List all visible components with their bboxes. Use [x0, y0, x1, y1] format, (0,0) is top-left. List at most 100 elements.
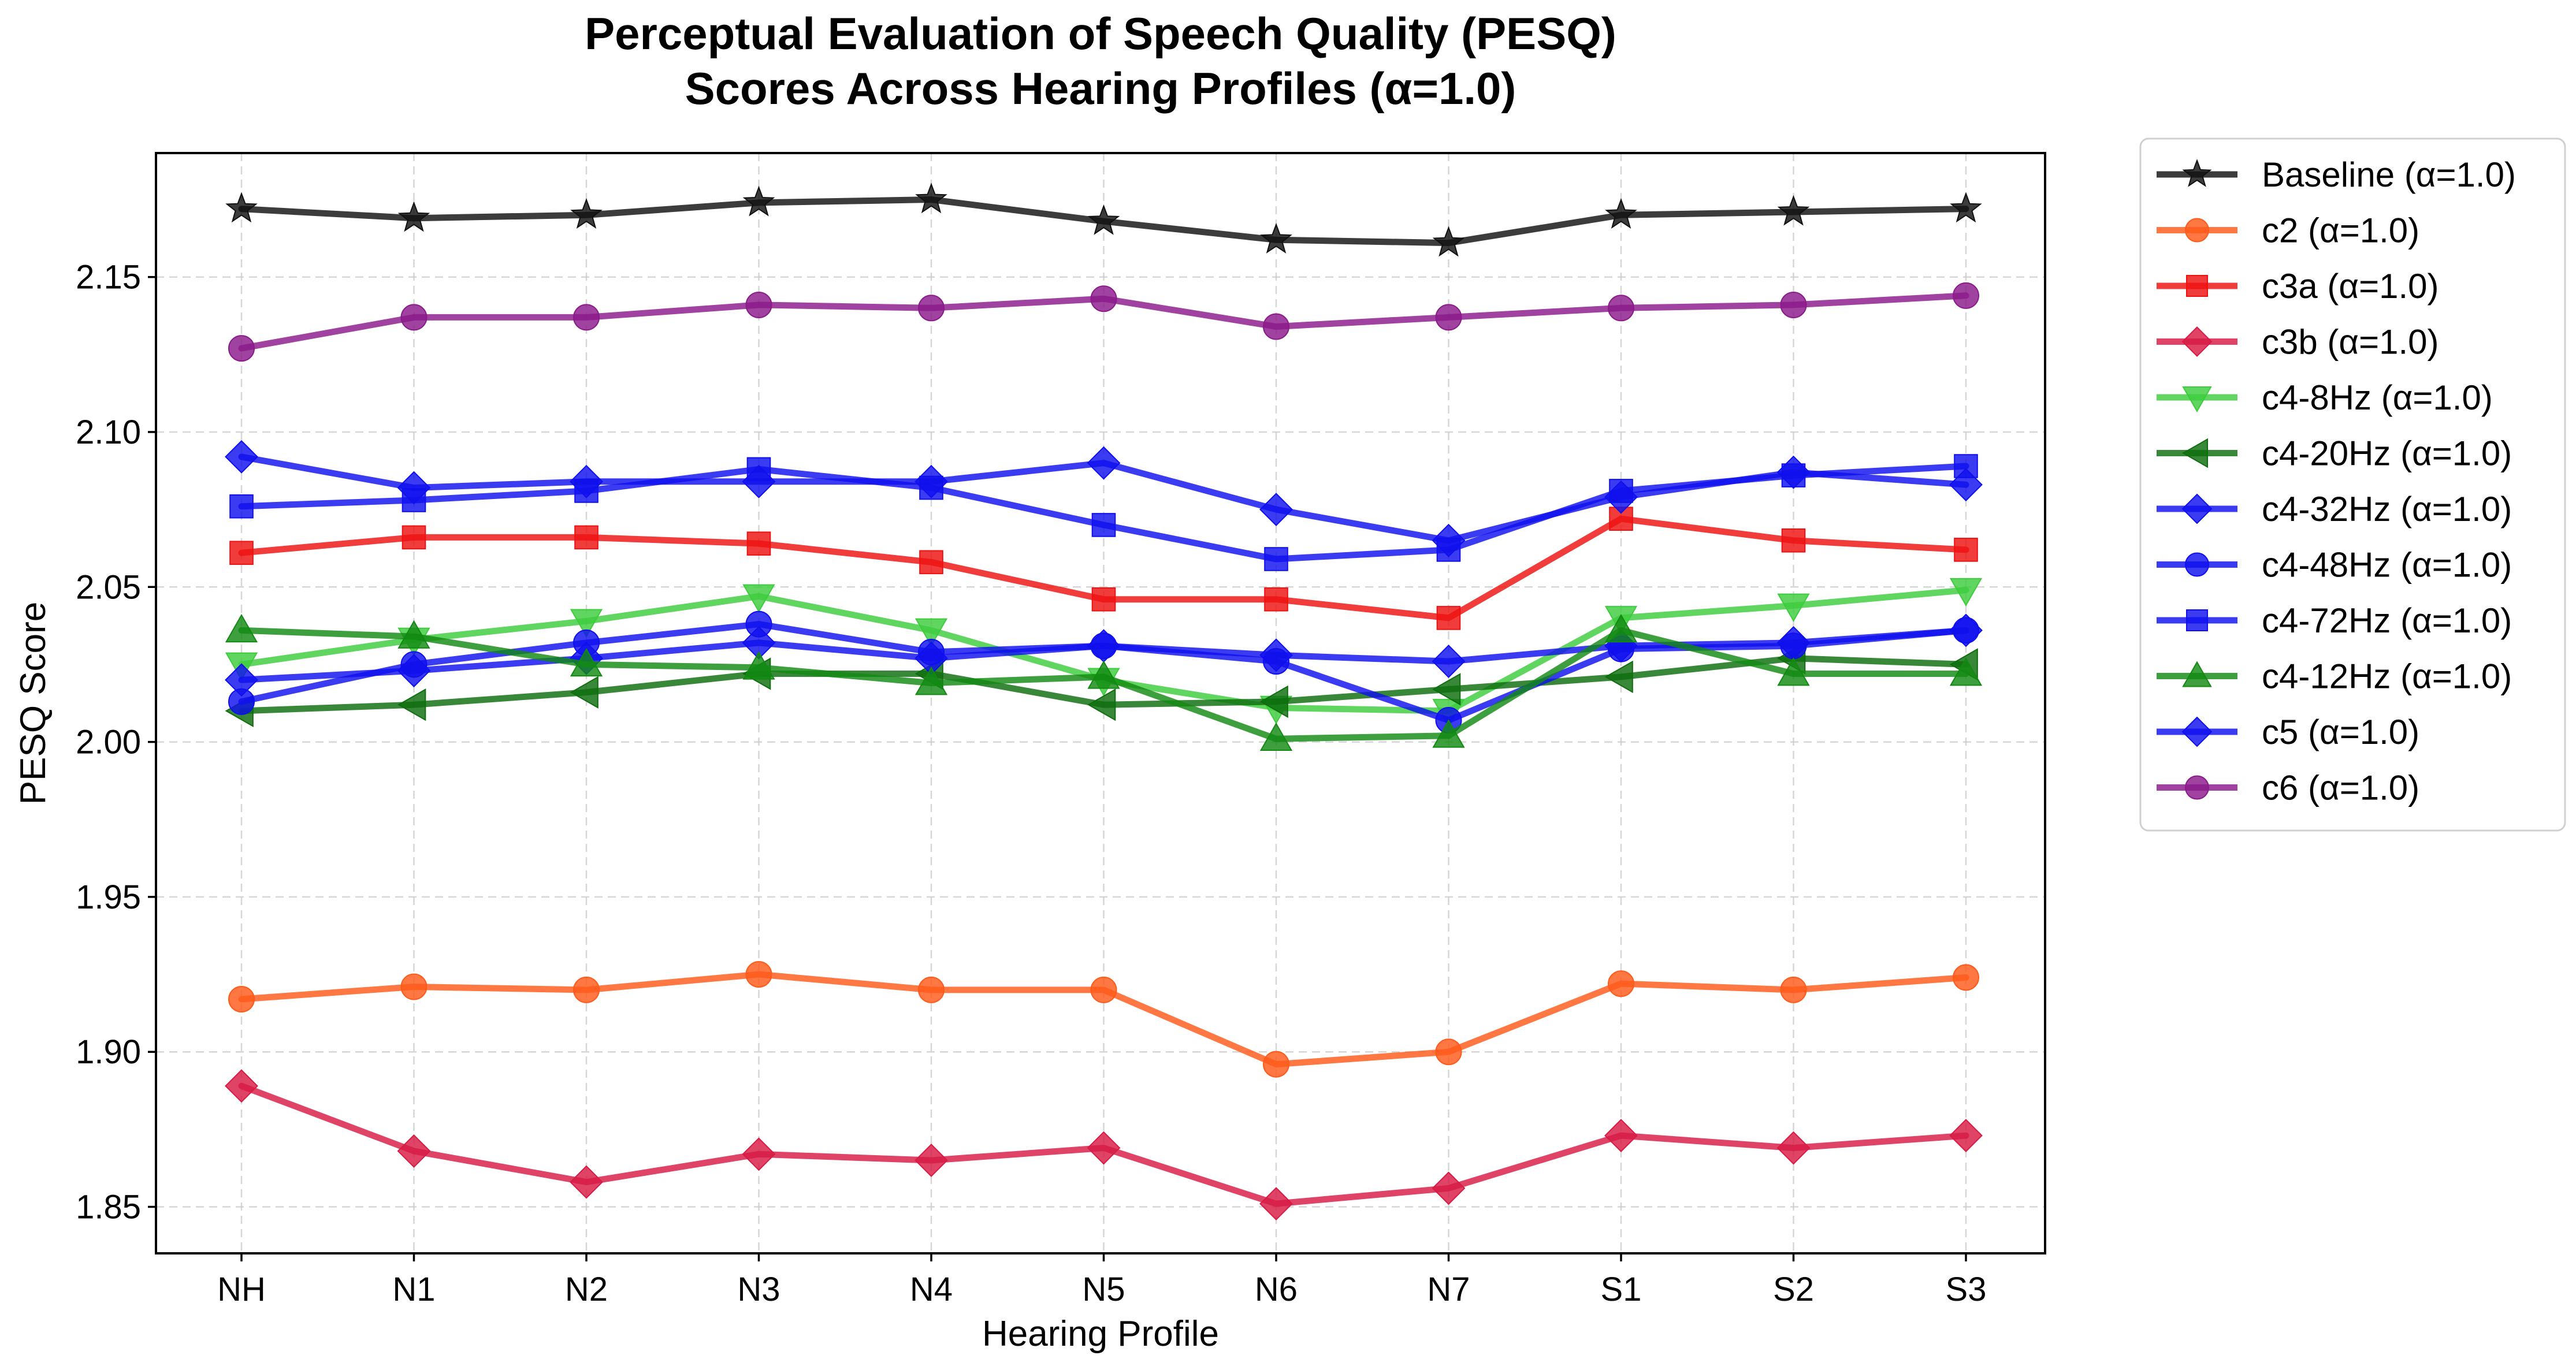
- data-point: [1949, 468, 1983, 502]
- x-tick-label: N7: [1427, 1271, 1470, 1308]
- legend-marker: [2181, 326, 2213, 357]
- y-axis-label: PESQ Score: [13, 602, 53, 805]
- data-point: [400, 973, 428, 1000]
- data-point: [1432, 226, 1465, 257]
- x-tick-label: NH: [217, 1271, 266, 1308]
- data-point: [1953, 617, 1979, 644]
- legend-frame: [2139, 137, 2566, 832]
- data-point: [1432, 719, 1465, 748]
- series-c2: [228, 961, 1979, 1078]
- legend-label: c4-12Hz (α=1.0): [2262, 657, 2512, 696]
- legend-entry: c6 (α=1.0): [2157, 769, 2419, 807]
- data-point: [570, 198, 603, 229]
- x-tick-label: N1: [392, 1271, 435, 1308]
- data-point: [1432, 523, 1466, 557]
- x-tick-label: S1: [1601, 1271, 1642, 1308]
- data-point: [228, 688, 255, 715]
- legend-entry: c4-48Hz (α=1.0): [2157, 546, 2512, 585]
- data-point: [1604, 660, 1633, 694]
- data-point: [746, 531, 771, 556]
- data-point: [1264, 587, 1288, 612]
- legend-entry: Baseline (α=1.0): [2157, 155, 2516, 194]
- data-point: [742, 651, 775, 680]
- legend-marker: [2185, 552, 2209, 577]
- data-point: [918, 976, 945, 1003]
- data-point: [400, 651, 428, 678]
- legend-label: c5 (α=1.0): [2262, 713, 2419, 751]
- axes: 1.85 1.90 1.95 2.00 2.05 2.10 2.15 NH N1 N2 N3 N4 N5…: [76, 259, 1986, 1308]
- legend-entry: c3a (α=1.0): [2157, 267, 2439, 306]
- y-tick-label: 1.90: [76, 1033, 141, 1071]
- data-point: [919, 550, 943, 575]
- legend-entry: c5 (α=1.0): [2157, 713, 2419, 751]
- legend-label: c2 (α=1.0): [2262, 211, 2419, 250]
- data-point: [1608, 970, 1634, 997]
- data-point: [397, 471, 431, 505]
- series-c3a: [229, 507, 1978, 630]
- data-point: [1604, 613, 1638, 643]
- data-point: [1781, 528, 1806, 553]
- data-point: [228, 985, 255, 1012]
- data-point: [1087, 204, 1120, 235]
- x-axis-label: Hearing Profile: [982, 1314, 1219, 1354]
- data-point: [1432, 1171, 1466, 1205]
- data-point: [1950, 192, 1982, 223]
- x-tick-label: N4: [910, 1271, 953, 1308]
- legend-label: c4-48Hz (α=1.0): [2262, 546, 2512, 585]
- data-point: [400, 304, 428, 331]
- legend-label: c4-20Hz (α=1.0): [2262, 434, 2512, 473]
- legend-entry: c4-20Hz (α=1.0): [2157, 434, 2512, 473]
- data-point: [915, 183, 947, 214]
- series-c6: [228, 282, 1979, 362]
- data-point: [915, 1144, 948, 1177]
- data-point: [1090, 976, 1117, 1003]
- data-point: [1780, 291, 1807, 318]
- data-point: [1780, 632, 1807, 660]
- data-point: [1605, 198, 1637, 229]
- data-point: [1087, 1131, 1121, 1165]
- chart-title-line-1: Perceptual Evaluation of Speech Quality …: [585, 8, 1616, 59]
- data-point: [397, 1134, 431, 1168]
- data-point: [1090, 285, 1117, 312]
- data-point: [397, 201, 430, 232]
- data-point: [915, 464, 948, 498]
- legend-marker: [2186, 275, 2208, 297]
- legend-marker: [2182, 159, 2212, 187]
- legend-marker: [2181, 716, 2213, 747]
- data-point: [1263, 648, 1289, 675]
- x-tick-label: S2: [1773, 1271, 1814, 1308]
- legend-marker: [2185, 218, 2209, 243]
- y-tick-label: 2.15: [76, 259, 141, 296]
- data-point: [1777, 657, 1810, 686]
- data-point: [229, 541, 254, 565]
- y-tick-label: 1.85: [76, 1189, 141, 1226]
- data-point: [397, 620, 430, 649]
- data-point: [1259, 1187, 1293, 1221]
- data-point: [229, 494, 254, 519]
- data-point: [742, 185, 775, 217]
- legend-entry: c4-12Hz (α=1.0): [2157, 657, 2512, 696]
- data-point: [1087, 446, 1121, 480]
- x-tick-label: N5: [1082, 1271, 1125, 1308]
- data-point: [402, 525, 426, 550]
- data-point: [570, 464, 603, 498]
- data-point: [397, 688, 426, 721]
- data-point: [1953, 964, 1979, 991]
- chart-title-line-2: Scores Across Hearing Profiles (α=1.0): [685, 63, 1516, 114]
- data-point: [570, 609, 603, 638]
- legend-entry: c2 (α=1.0): [2157, 211, 2419, 250]
- series-c4-12hz: [225, 613, 1983, 751]
- legend-entry: c4-32Hz (α=1.0): [2157, 490, 2512, 528]
- legend-entry: c4-8Hz (α=1.0): [2157, 378, 2493, 417]
- data-point: [225, 440, 258, 474]
- data-point: [745, 961, 772, 988]
- legend-label: Baseline (α=1.0): [2262, 155, 2516, 194]
- legend-marker: [2182, 386, 2212, 413]
- data-point: [1776, 455, 1811, 489]
- legend-marker: [2185, 775, 2209, 800]
- data-point: [1608, 295, 1634, 322]
- y-tick-label: 2.10: [76, 414, 141, 451]
- data-point: [742, 1137, 776, 1171]
- data-point: [915, 618, 948, 647]
- data-point: [1435, 1038, 1462, 1066]
